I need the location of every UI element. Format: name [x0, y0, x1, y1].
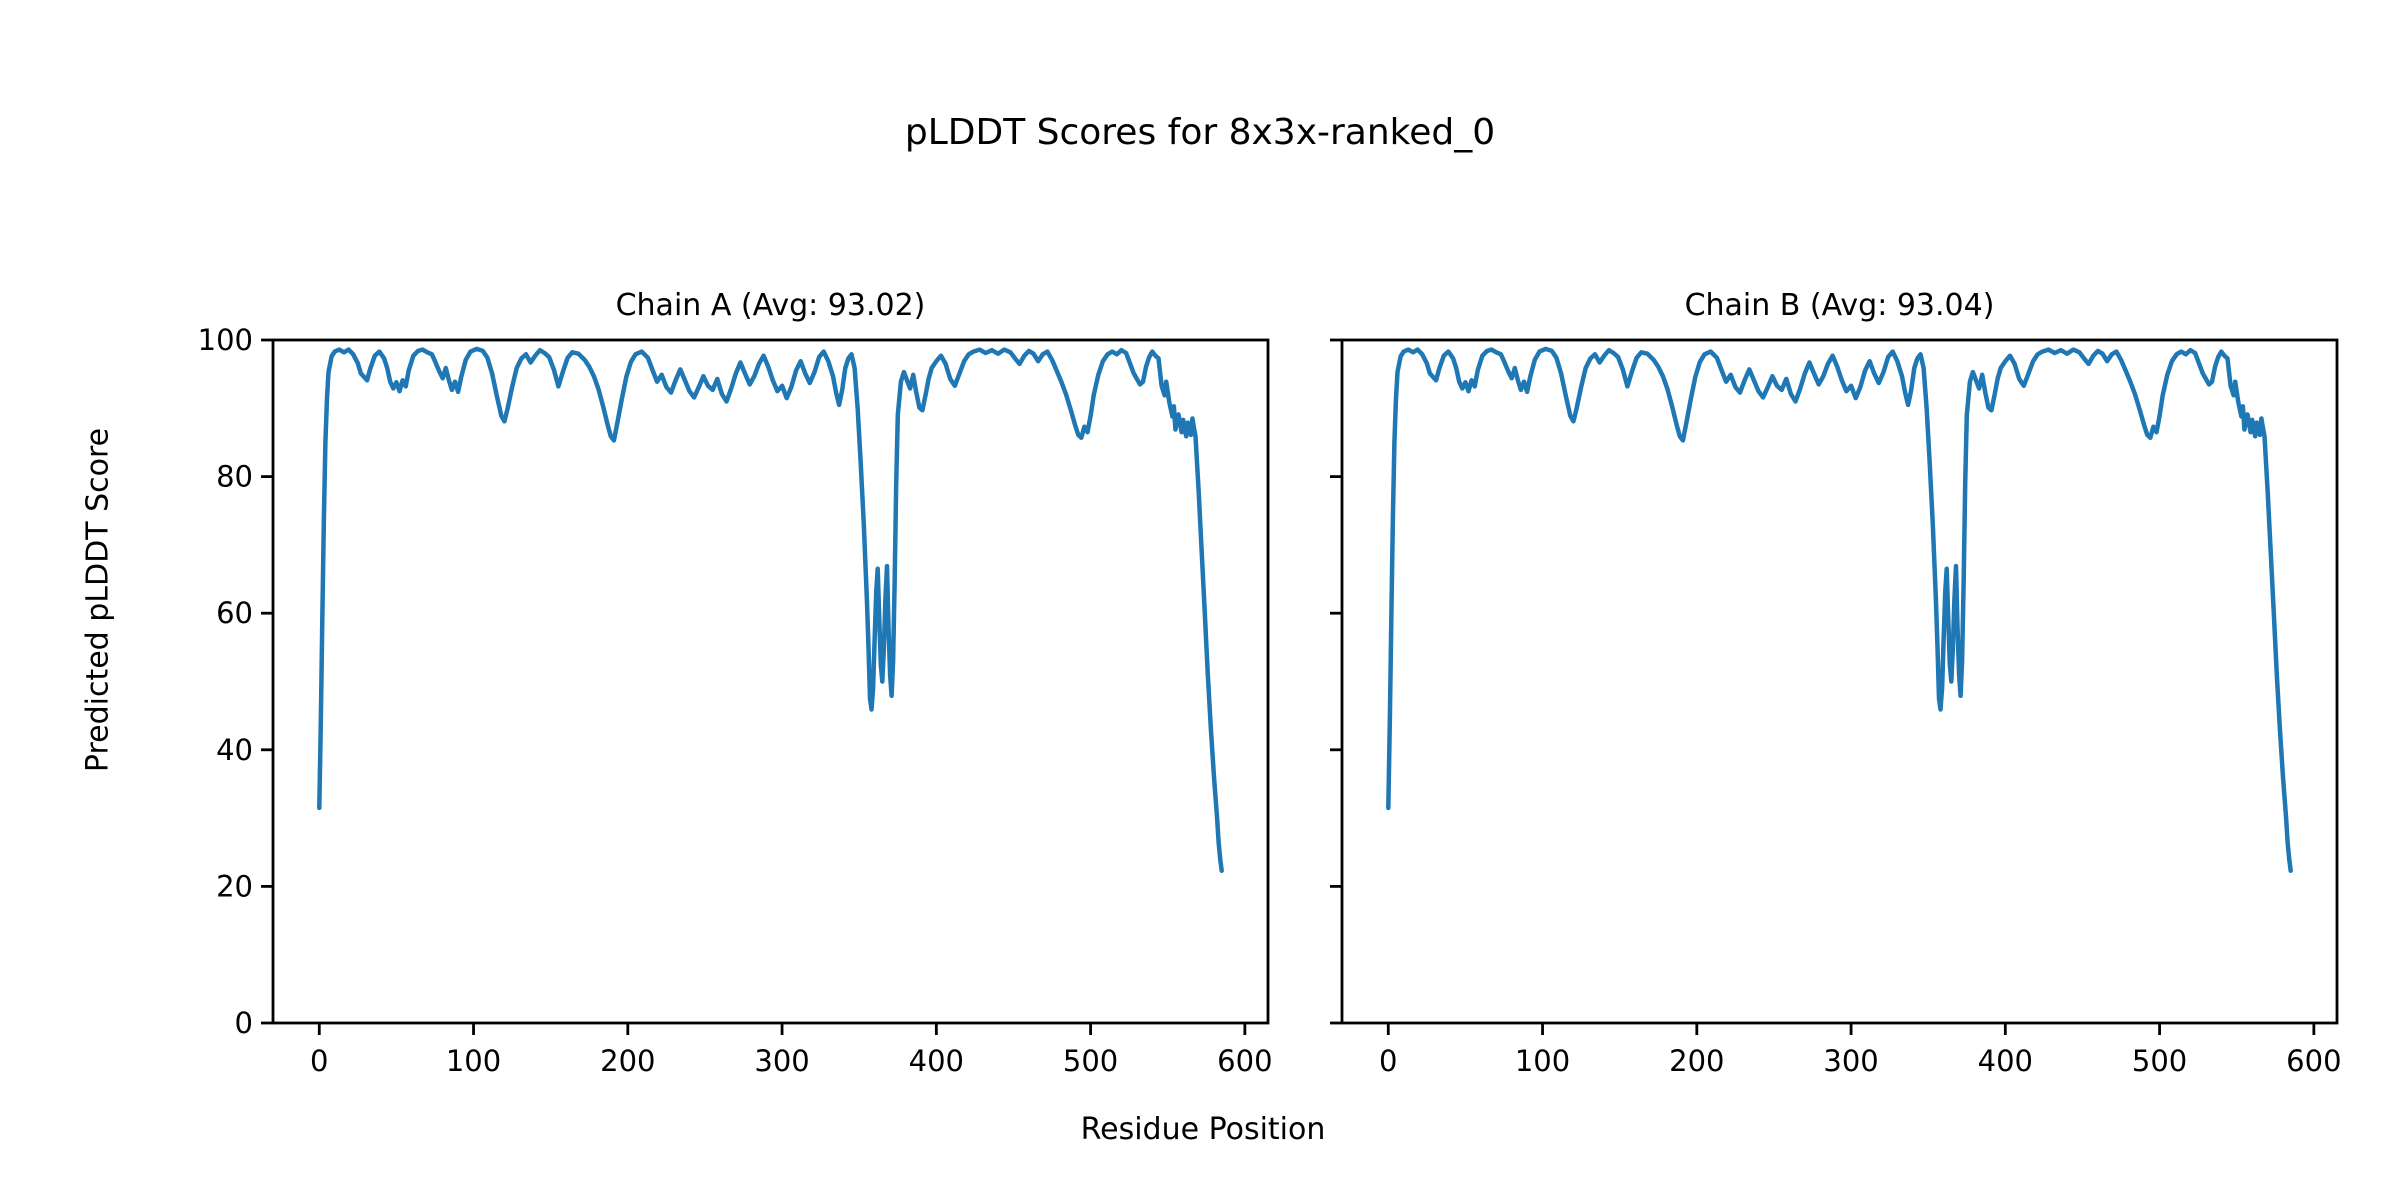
y-tick-label: 0: [235, 1006, 253, 1040]
y-tick-label: 60: [216, 596, 253, 630]
axes-spines: [1340, 338, 2339, 1025]
x-tick-label: 600: [1217, 1044, 1272, 1078]
x-tick-label: 500: [2132, 1044, 2187, 1078]
plddt-line-chain-a: [317, 346, 1224, 873]
x-tick-label: 600: [2286, 1044, 2341, 1078]
y-tick-label: 80: [216, 460, 253, 494]
y-tick-label: 40: [216, 733, 253, 767]
plddt-line-chain-b: [1386, 346, 2293, 873]
chain-b-subplot-title: Chain B (Avg: 93.04): [1684, 288, 1995, 323]
x-tick-label: 300: [1823, 1044, 1878, 1078]
axes-spines: [271, 338, 1270, 1025]
figure-title: pLDDT Scores for 8x3x-ranked_0: [904, 112, 1496, 153]
x-axis-label: Residue Position: [1080, 1112, 1326, 1147]
x-tick-label: 500: [1063, 1044, 1118, 1078]
y-tick-label: 20: [216, 869, 253, 903]
x-tick-label: 400: [1978, 1044, 2033, 1078]
x-tick-label: 0: [1379, 1044, 1397, 1078]
x-tick-label: 200: [600, 1044, 655, 1078]
subplot-chain-b: 0 100 200 300 400 500 600: [1330, 338, 2342, 1078]
x-tick-label: 100: [1515, 1044, 1570, 1078]
x-tick-label: 400: [909, 1044, 964, 1078]
chain-a-subplot-title: Chain A (Avg: 93.02): [615, 288, 926, 323]
x-tick-label: 0: [310, 1044, 328, 1078]
x-tick-label: 300: [754, 1044, 809, 1078]
subplot-chain-a: 0 100 200 300 400 500 600 0 20 40 60 80 100: [198, 323, 1273, 1078]
x-tick-label: 200: [1669, 1044, 1724, 1078]
x-tick-label: 100: [446, 1044, 501, 1078]
y-tick-label: 100: [198, 323, 253, 357]
